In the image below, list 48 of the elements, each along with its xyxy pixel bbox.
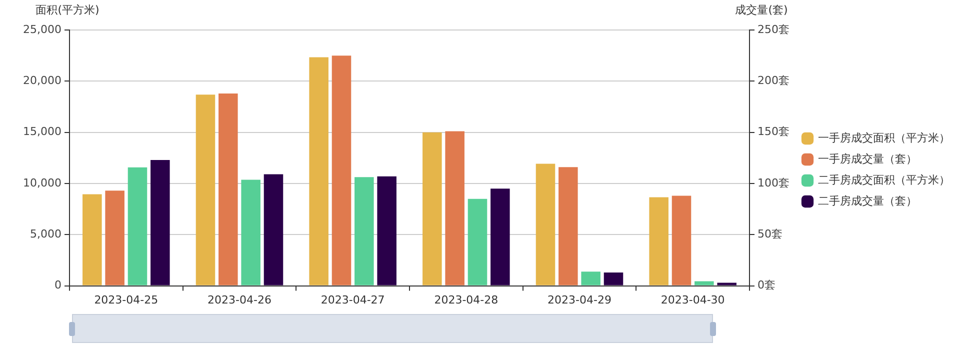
bar	[649, 197, 668, 286]
bar	[196, 94, 216, 286]
bar	[241, 180, 260, 286]
y-tick-label: 10,000	[22, 176, 62, 190]
y-axis-title: 面积(平方米)	[36, 3, 100, 16]
y2-tick-label: 100套	[758, 176, 790, 190]
x-tick-label: 2023-04-30	[660, 293, 725, 306]
bar	[694, 281, 714, 286]
legend-label: 二手房成交面积（平方米）	[818, 173, 950, 186]
bar	[105, 190, 124, 286]
bar	[218, 93, 238, 286]
bar	[264, 174, 284, 286]
bar	[377, 176, 396, 286]
y2-axis-title: 成交量(套)	[735, 3, 788, 16]
bar	[672, 196, 692, 286]
y2-tick-label: 50套	[758, 228, 783, 240]
bar	[354, 177, 374, 286]
bar	[422, 132, 442, 286]
legend-label: 一手房成交量（套）	[818, 152, 917, 166]
y-tick-label: 25,000	[22, 22, 62, 36]
bar	[604, 272, 624, 286]
bar	[309, 57, 328, 286]
x-tick-label: 2023-04-27	[320, 293, 385, 306]
x-tick-label: 2023-04-29	[548, 293, 612, 306]
legend-label: 二手房成交量（套）	[818, 194, 917, 208]
bar	[536, 164, 556, 286]
legend-label: 一手房成交面积（平方米）	[818, 131, 950, 144]
bar	[581, 272, 600, 286]
y2-tick-label: 150套	[758, 125, 790, 138]
x-tick-label: 2023-04-26	[208, 293, 272, 306]
y-tick-label: 5,000	[30, 228, 62, 240]
bar	[82, 194, 102, 286]
bar	[490, 188, 510, 286]
bar	[332, 56, 352, 286]
x-tick-label: 2023-04-25	[94, 293, 158, 306]
y-tick-label: 20,000	[22, 74, 62, 88]
x-tick-label: 2023-04-28	[434, 293, 498, 306]
bar	[150, 160, 170, 286]
bar	[128, 167, 148, 286]
y2-tick-label: 200套	[758, 74, 790, 88]
bar	[468, 198, 488, 286]
y2-tick-label: 250套	[758, 22, 790, 36]
bar	[717, 282, 736, 286]
y2-tick-label: 0套	[758, 278, 776, 292]
bar	[445, 131, 464, 286]
bar	[558, 167, 578, 286]
y-tick-label: 15,000	[22, 125, 62, 138]
y-tick-label: 0	[54, 278, 62, 292]
